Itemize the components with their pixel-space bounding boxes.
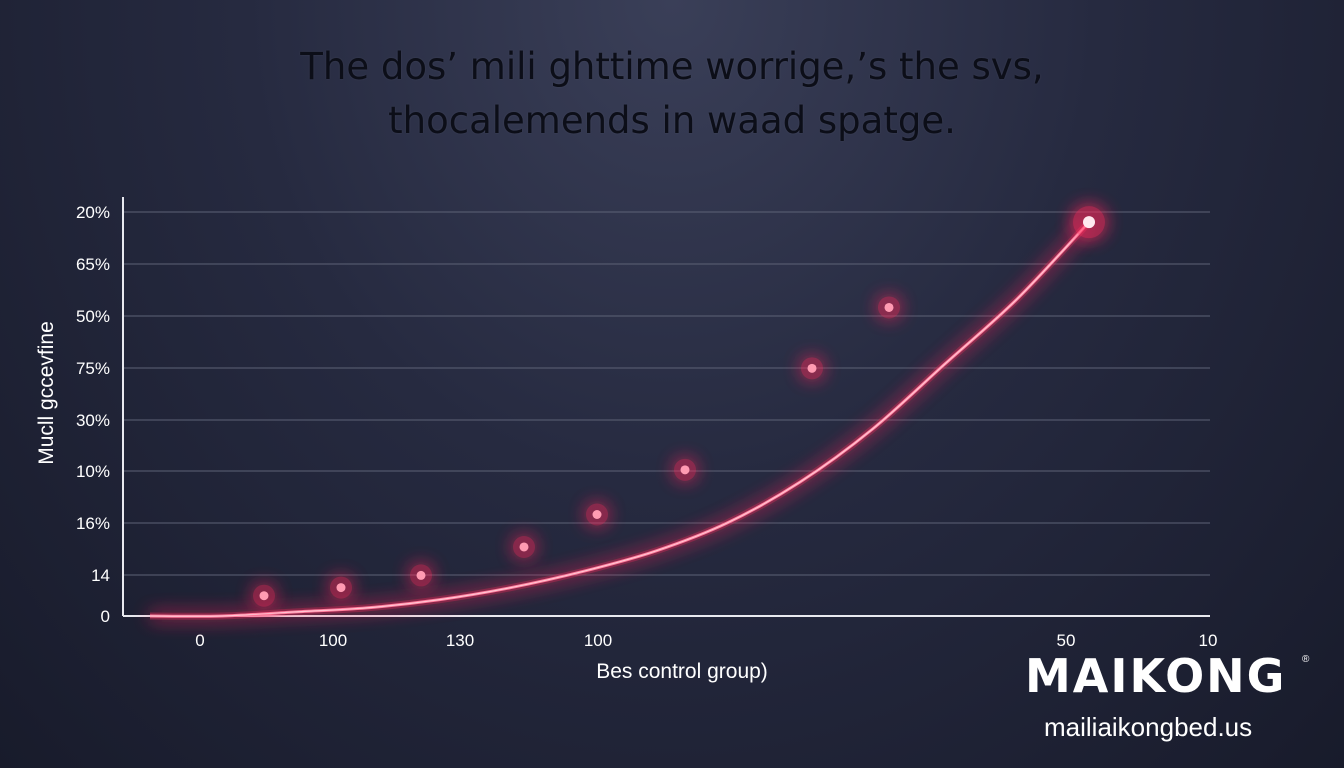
trend-curve [149, 219, 1092, 620]
data-point [416, 570, 426, 580]
y-tick-label: 75% [76, 359, 110, 378]
y-tick-label: 30% [76, 411, 110, 430]
data-point [1083, 216, 1095, 229]
data-point [680, 465, 690, 475]
data-point [519, 542, 529, 552]
trend-curve-glow [149, 219, 1092, 620]
y-tick-label: 16% [76, 514, 110, 533]
y-axis-title: Mucll gccevfine [35, 321, 58, 465]
x-tick-labels: 0 100 130 100 50 10 [195, 631, 1217, 650]
data-point [884, 302, 894, 312]
axes [122, 197, 1210, 617]
registered-mark: ® [1302, 654, 1310, 665]
data-points [253, 206, 1105, 607]
x-axis-title: Bes control group) [596, 660, 768, 683]
y-tick-label: 50% [76, 307, 110, 326]
chart-title: The dos’ mili ghttime worrige,’s the svs… [0, 40, 1344, 148]
x-tick-label: 10 [1199, 631, 1218, 650]
x-tick-label: 50 [1057, 631, 1076, 650]
brand-logo: MAIKONG [1025, 649, 1287, 703]
data-point [807, 363, 817, 373]
chart-title-line-1: The dos’ mili ghttime worrige,’s the svs… [300, 45, 1044, 88]
y-tick-label: 10% [76, 462, 110, 481]
y-tick-label: 14 [91, 566, 110, 585]
y-tick-label: 0 [101, 607, 110, 626]
y-tick-label: 20% [76, 203, 110, 222]
x-tick-label: 130 [446, 631, 474, 650]
trend-curve-highlight [149, 221, 1090, 617]
data-point [592, 510, 602, 519]
gridlines [123, 211, 1210, 576]
data-point [336, 583, 346, 593]
x-tick-label: 100 [319, 631, 347, 650]
y-tick-labels: 20% 65% 50% 75% 30% 10% 16% 14 0 [76, 203, 110, 626]
x-tick-label: 100 [584, 631, 612, 650]
trend-curve-line [149, 221, 1091, 618]
data-point [259, 591, 269, 601]
y-tick-label: 65% [76, 255, 110, 274]
brand-url: mailiaikongbed.us [1044, 712, 1253, 742]
chart-title-line-2: thocalemends in waad spatge. [388, 99, 956, 142]
x-tick-label: 0 [195, 631, 204, 650]
